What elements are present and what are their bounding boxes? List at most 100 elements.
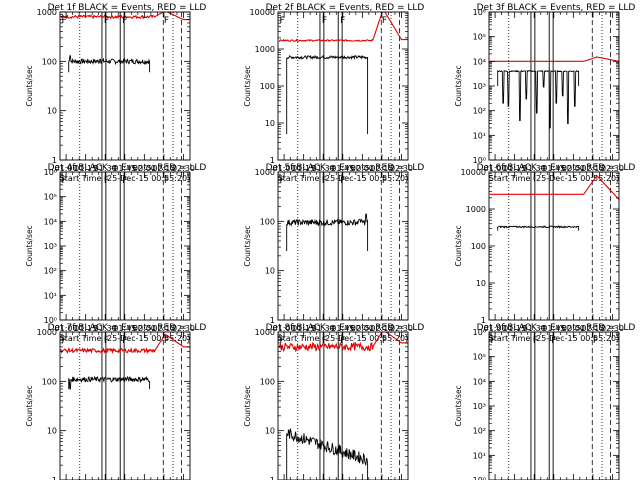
y-tick-label: 10⁴ [473,377,486,386]
y-axis-label: Counts/sec [25,385,34,426]
x-tick-label: 02:15 [152,164,175,173]
lld-series-line [278,12,408,42]
events-series-line [68,55,151,73]
x-tick-label: 02:15 [581,324,604,333]
panel-det-7: Det 7f BLACK = Events, RED = LLD 1 10 100 10… [25,323,206,480]
plot-area [60,332,190,480]
flag-letter: F [322,176,327,186]
x-tick-label: 01:15 [74,324,97,333]
y-axis-label: Counts/sec [454,385,463,426]
y-tick-label: 10¹ [473,131,486,140]
flag-letter: F [533,336,538,346]
y-tick-label: 1000 [466,205,486,214]
flag-letter: F [382,16,387,26]
x-axis-label: Start Time (25-Dec-15 00:55:20) [278,174,409,183]
panel-title: Det 2f BLACK = Events, RED = LLD [266,3,425,13]
plot-area [286,172,400,320]
x-tick-label: 01:00 [55,324,78,333]
flag-letter: F [62,336,67,346]
x-tick-label: 01:45 [331,164,354,173]
flag-letter: F [122,176,127,186]
y-axis-label: Counts/sec [454,65,463,106]
flag-letter: F [382,176,387,186]
plot-area [278,12,408,160]
x-tick-label: 02:00 [351,324,374,333]
flag-letter: F [122,16,127,26]
x-tick-label: 01:00 [55,164,78,173]
y-tick-label: 10³ [44,242,57,251]
flag-letter: F [280,336,285,346]
lld-series-line [489,56,619,62]
y-tick-label: 1 [481,316,486,325]
y-tick-label: 100 [260,217,275,226]
x-tick-label: 01:00 [273,324,296,333]
lld-series-line [60,334,190,355]
y-tick-label: 10 [265,267,275,276]
y-tick-label: 100 [260,377,275,386]
x-tick-label: 01:00 [484,324,507,333]
x-axis-label: Start Time (25-Dec-15 00:55:20) [60,174,191,183]
x-tick-label: 02:00 [133,324,156,333]
x-tick-label: 01:45 [542,324,565,333]
plot-area [489,172,619,320]
flag-letter: F [340,16,345,26]
y-tick-label: 10⁵ [473,33,486,42]
flag-letter: F [382,336,387,346]
panel-det-3: Det 3f BLACK = Events, RED = LLD 10⁰ 10¹ 10… [454,3,635,183]
panel-det-2: Det 2f BLACK = Events, RED = LLD 1 10 100 10… [243,3,424,183]
y-tick-label: 10 [265,119,275,128]
panel-title: Det 9f BLACK = Events, RED = LLD [477,323,636,333]
flag-letter: F [62,176,67,186]
y-tick-label: 10⁵ [473,353,486,362]
y-tick-label: 10000 [461,168,486,177]
lld-series-line [60,12,190,21]
x-tick-label: 02:00 [133,164,156,173]
x-tick-label: 02:15 [152,324,175,333]
y-tick-label: 100 [42,377,57,386]
y-tick-label: 1 [270,316,275,325]
axes-frame [488,331,620,480]
x-tick-label: 01:45 [331,324,354,333]
x-tick-label: 02:30 [601,164,624,173]
x-tick-label: 02:00 [351,164,374,173]
plot-area [278,332,408,480]
x-tick-label: 02:00 [562,324,585,333]
flag-letter: F [340,176,345,186]
lld-series-line [489,175,619,200]
flag-letter: F [104,336,109,346]
x-tick-label: 01:15 [74,164,97,173]
events-series-line [497,225,580,231]
panel-title: Det 4f BLACK = Events, RED = LLD [48,163,207,173]
y-tick-label: 1000 [255,168,275,177]
flag-letter: F [593,336,598,346]
axes-frame [488,171,620,321]
flag-letter: F [551,336,556,346]
y-tick-label: 10⁴ [44,217,57,226]
y-tick-label: 10² [473,427,486,436]
y-tick-label: 10⁴ [473,57,486,66]
x-tick-label: 01:15 [503,324,526,333]
y-axis-label: Counts/sec [25,65,34,106]
axes-frame [59,171,191,321]
y-tick-label: 1 [52,156,57,165]
x-tick-label: 01:15 [503,164,526,173]
y-tick-label: 1000 [255,45,275,54]
flag-letter: F [280,16,285,26]
events-series-line [286,428,369,480]
x-tick-label: 02:30 [172,164,195,173]
y-tick-label: 10⁰ [44,316,57,325]
y-tick-label: 10³ [473,82,486,91]
flag-letter: F [322,336,327,346]
flag-letter: F [104,176,109,186]
y-tick-label: 10 [476,279,486,288]
panel-det-4: Det 4f BLACK = Events, RED = LLD 10⁰ 10¹ 10… [25,163,206,343]
y-tick-label: 1 [270,156,275,165]
events-series-line [497,69,580,129]
y-tick-label: 10⁶ [473,8,486,17]
flag-letter: F [164,16,169,26]
y-tick-label: 1 [52,476,57,480]
panel-title: Det 8f BLACK = Events, RED = LLD [266,323,425,333]
panel-title: Det 7f BLACK = Events, RED = LLD [48,323,207,333]
x-tick-label: 01:00 [484,164,507,173]
